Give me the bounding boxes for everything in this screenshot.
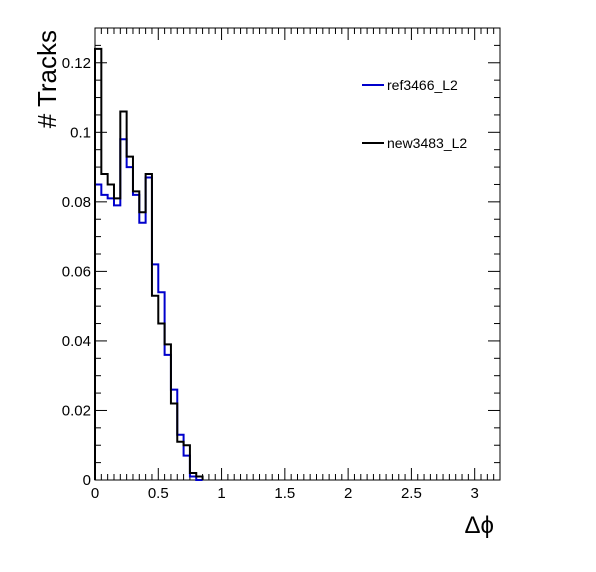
x-tick-label: 1.5 [274,485,295,502]
y-axis-title: # Tracks [32,30,62,128]
x-axis-title: Δϕ [465,512,494,539]
plot-frame [94,27,501,481]
x-tick-label: 0 [91,485,99,502]
legend: ref3466_L2 new3483_L2 [362,77,467,151]
y-tick-label: 0.06 [62,263,91,280]
x-tick-label: 2 [344,485,352,502]
series-layer [94,47,204,481]
y-tick-label: 0.04 [62,333,91,350]
x-tick-label: 1 [217,485,225,502]
y-tick-label: 0.12 [62,55,91,72]
x-tick-label: 2.5 [401,485,422,502]
y-tick-label: 0 [83,472,91,489]
axis-ticks: 0 0.5 1 1.5 2 2.5 3 0 0.02 0.04 0.06 0.08 0.1 0.12 [62,27,501,502]
y-tick-label: 0.08 [62,194,91,211]
x-tick-label: 3 [471,485,479,502]
x-tick-label: 0.5 [148,485,169,502]
y-tick-label: 0.1 [70,124,91,141]
legend-label: new3483_L2 [387,135,467,151]
series-new3483-l2-line [94,47,204,480]
y-tick-label: 0.02 [62,402,91,419]
series-ref3466-l2-line [94,138,203,481]
legend-label: ref3466_L2 [387,77,458,93]
